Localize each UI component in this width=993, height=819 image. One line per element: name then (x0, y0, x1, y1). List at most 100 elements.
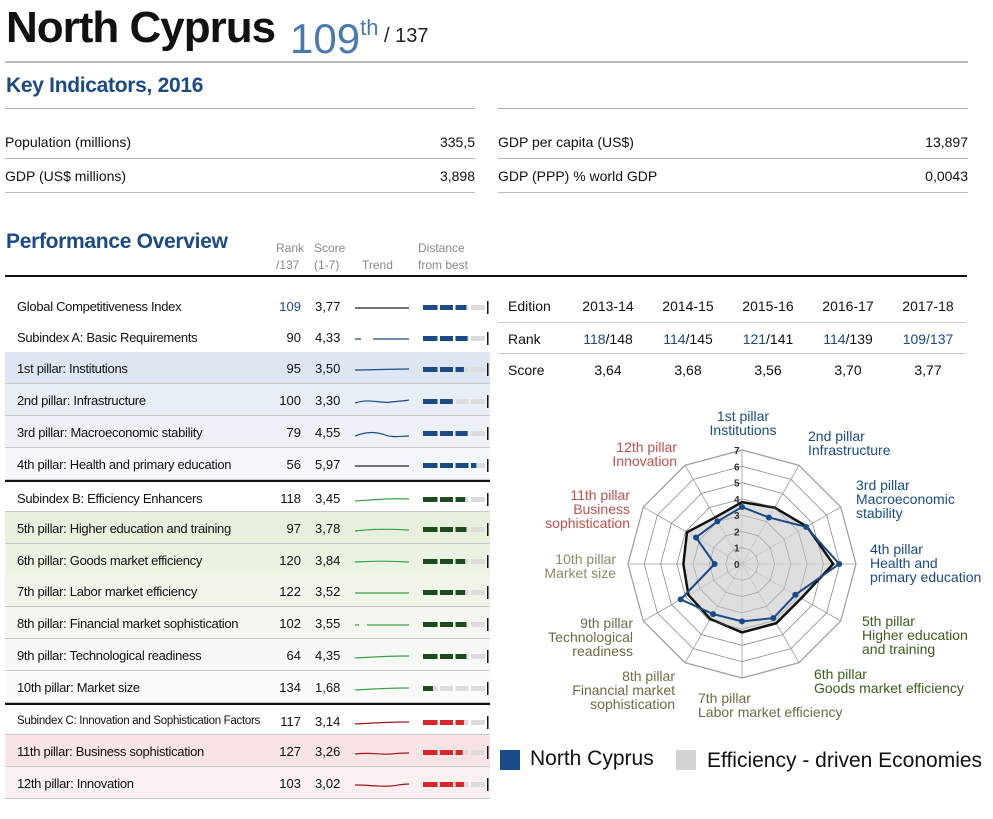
distance-gap (437, 304, 440, 311)
radar-category-label-line: Technological (548, 629, 633, 645)
performance-row: 9th pillar: Technological readiness 64 4,3… (5, 639, 490, 671)
distance-gap (437, 653, 440, 660)
performance-row: 8th pillar: Financial market sophisticat… (5, 607, 490, 639)
performance-row: Subindex C: Innovation and Sophisticatio… (5, 703, 490, 735)
trend-distance-graphic (354, 493, 489, 506)
performance-row: 10th pillar: Market size 134 1,68 (5, 671, 490, 703)
edition-rank-row: Rank 118/148 114/145 121/141 114/139 109/137 (498, 322, 966, 354)
trend-distance-graphic (355, 586, 489, 599)
distance-gap (453, 304, 456, 311)
performance-row: 11th pillar: Business sophistication 127 3… (5, 735, 490, 767)
radar-category-label-line: sophistication (590, 696, 675, 712)
radar-scale-label: 3 (734, 511, 740, 522)
row-label: 1st pillar: Institutions (17, 361, 128, 376)
ki-label: GDP per capita (US$) (498, 133, 634, 150)
radar-group-area (682, 500, 835, 634)
radar-category-label: 11th pillar Business sophistication (540, 488, 630, 530)
edition-rank-value: 109 (902, 331, 927, 347)
edition-rank-total: /145 (685, 331, 713, 347)
distance-gap (453, 366, 456, 373)
radar-grid-ring (725, 547, 759, 581)
distance-fill (423, 782, 464, 787)
ki-value: 335,5 (439, 133, 475, 150)
edition-rank-total: /141 (766, 331, 794, 347)
radar-category-label-line: 2nd pillar (808, 428, 865, 444)
trend-line (354, 560, 410, 563)
rank-suffix: th (360, 15, 379, 40)
performance-row: Global Competitiveness Index 109 3,77 (5, 290, 490, 322)
distance-gap (437, 335, 440, 342)
edition-year: 2014-15 (662, 298, 714, 314)
distance-gap (468, 749, 471, 756)
row-label: Subindex A: Basic Requirements (17, 330, 198, 345)
ki-row-gdp-ppp: GDP (PPP) % world GDP 0,0043 (498, 159, 968, 193)
distance-fill (423, 720, 464, 725)
distance-gap (468, 589, 471, 596)
distance-best-tick (487, 746, 489, 759)
trend-distance-graphic (354, 746, 489, 759)
radar-country-point (765, 514, 772, 521)
radar-country-point (739, 618, 745, 625)
distance-fill (423, 686, 433, 691)
performance-row: Subindex B: Efficiency Enhancers 118 3,45 (5, 480, 490, 512)
radar-category-label-line: Goods market efficiency (814, 680, 964, 696)
radar-category-label-line: 3rd pillar (856, 477, 910, 493)
trend-line (354, 528, 410, 532)
key-indicators-title: Key Indicators, 2016 (6, 74, 204, 97)
distance-best-tick (487, 301, 489, 314)
row-rank: 64 (286, 648, 301, 663)
performance-row: 12th pillar: Innovation 103 3,02 (5, 767, 490, 799)
ki-label: GDP (US$ millions) (5, 167, 127, 184)
radar-scale-label: 0 (734, 560, 740, 571)
row-label: 3rd pillar: Macroeconomic stability (17, 425, 203, 440)
distance-gap (437, 430, 440, 437)
radar-scale-label: 4 (734, 495, 740, 506)
radar-category-label-line: 7th pillar (698, 690, 751, 706)
radar-category-label: 9th pillar Technological readiness (540, 616, 633, 658)
col-rank-label: Rank (276, 241, 305, 255)
distance-best-tick (487, 778, 489, 791)
row-score: 3,55 (315, 616, 341, 631)
radar-country-point (792, 591, 799, 598)
row-label: 12th pillar: Innovation (17, 776, 134, 791)
distance-gap (468, 335, 471, 342)
row-rank: 103 (279, 776, 301, 791)
distance-gap (453, 589, 456, 596)
row-label: 7th pillar: Labor market efficiency (17, 584, 198, 599)
edition-rank-total: /148 (605, 331, 633, 347)
row-label: Subindex C: Innovation and Sophisticatio… (17, 715, 260, 727)
distance-best-tick (487, 555, 489, 568)
trend-distance-graphic (354, 395, 489, 408)
distance-best-tick (487, 618, 489, 631)
edition-score-row: Score 3,64 3,68 3,56 3,70 3,77 (498, 354, 966, 386)
row-rank: 117 (280, 714, 301, 729)
row-rank: 90 (286, 330, 301, 345)
radar-grid-overlay (725, 547, 759, 581)
edition-rank-value: 121 (742, 331, 767, 347)
trend-line (354, 752, 410, 755)
edition-rank-value: 118 (583, 331, 606, 347)
radar-category-label-line: 5th pillar (862, 613, 915, 629)
distance-fill (423, 622, 467, 627)
distance-fill (423, 336, 468, 341)
radar-category-label: 2nd pillar Infrastructure (808, 429, 890, 457)
distance-gap (453, 496, 456, 503)
distance-gap (453, 558, 456, 565)
edition-rank-total: /137 (926, 331, 954, 347)
radar-spoke (684, 563, 743, 663)
radar-scale-label: 5 (734, 479, 740, 490)
distance-gap (437, 398, 440, 405)
radar-category-label-line: Higher education (862, 627, 968, 643)
distance-gap (437, 558, 440, 565)
trend-line (354, 783, 410, 787)
radar-category-label-line: Financial market (572, 682, 675, 698)
distance-best-tick (487, 493, 489, 506)
distance-gap (437, 719, 440, 726)
radar-spoke (741, 506, 841, 565)
row-rank: 56 (286, 457, 301, 472)
row-score: 3,45 (315, 491, 341, 506)
distance-gap (453, 719, 456, 726)
performance-row: 7th pillar: Labor market efficiency 122 3,… (5, 575, 490, 607)
trend-line (354, 687, 410, 691)
radar-scale-label: 1 (734, 544, 740, 555)
